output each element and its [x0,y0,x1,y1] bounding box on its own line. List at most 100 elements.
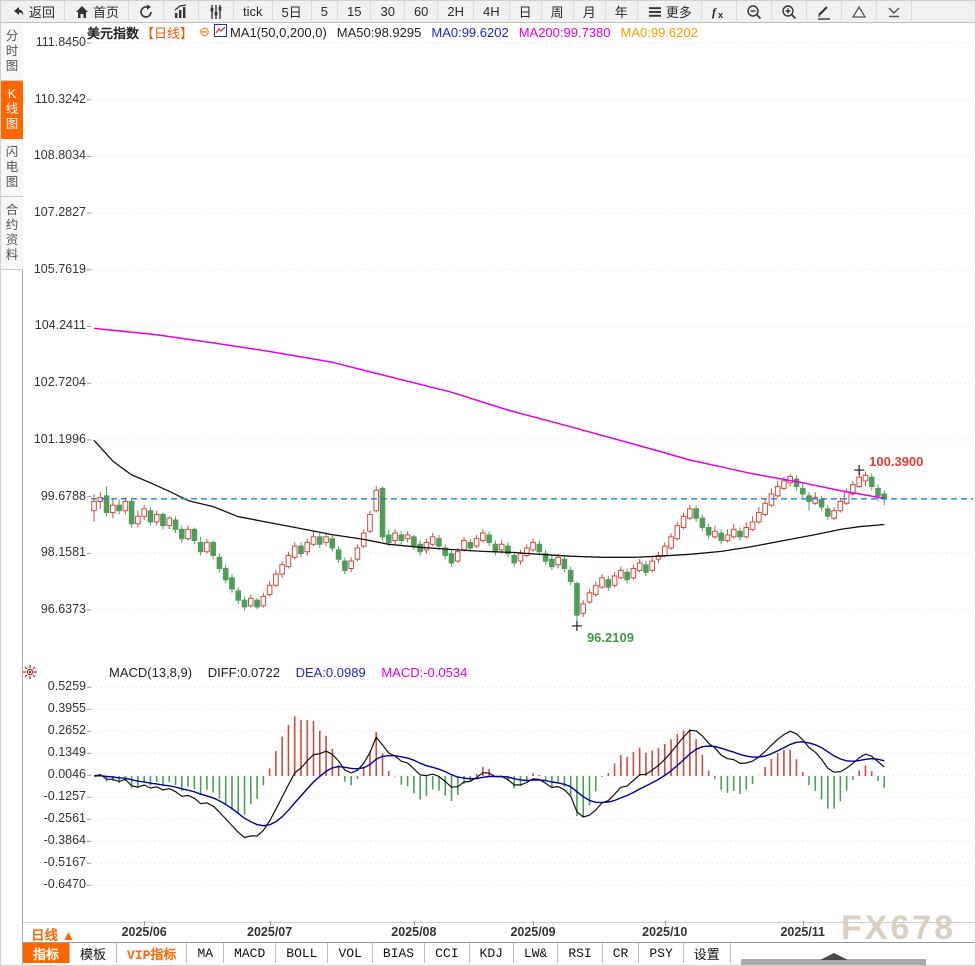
x-axis-month-label: 2025/11 [780,925,825,939]
toolbar-item-label: 30 [380,4,395,19]
zoom-in-button[interactable] [772,1,807,23]
main-candlestick-chart[interactable] [23,41,976,661]
collapse-indicator-icon[interactable]: ⊖ [199,24,210,39]
ma-settings: MA1(50,0,200,0) [229,24,327,40]
menu-icon [647,4,663,20]
indicator-tab-ma[interactable]: MA [187,943,225,963]
interval-year[interactable]: 年 [606,1,638,23]
indicator-tab-xx[interactable]: 指标 [23,943,71,963]
main-y-axis-label: 108.8034 [33,148,86,163]
horizontal-scrollbar[interactable] [741,953,926,965]
toolbar-item-label: 5 [320,4,328,19]
interval-week[interactable]: 周 [542,1,574,23]
collapse-icon [886,4,902,20]
ma0-orange-value: MA0:99.6202 [620,24,698,40]
indicator-tab-xx[interactable]: 模板 [70,943,118,963]
x-axis-tick [144,921,146,926]
indicator-tab-cci[interactable]: CCI [425,943,470,963]
interval-60[interactable]: 60 [405,1,439,23]
refresh-icon [138,4,154,20]
indicator-tab-boll[interactable]: BOLL [276,943,329,963]
indicator-tab-bias[interactable]: BIAS [373,943,426,963]
main-y-axis-label: 96.6373 [40,601,86,616]
interval-tick[interactable]: tick [234,1,273,23]
main-y-axis-label: 110.3242 [34,91,86,106]
macd-diff-value: DIFF:0.0722 [207,665,280,680]
more-button[interactable]: 更多 [638,1,702,23]
interval-2h[interactable]: 2H [438,1,475,23]
chart-legend-header: 美元指数 【日线】 ⊖ MA1(50,0,200,0) MA50:98.9295… [23,23,975,41]
indicator-tab-cr[interactable]: CR [603,943,640,963]
indicator-tab-vipxx[interactable]: VIP指标 [117,943,188,963]
triangle-up-icon [851,4,867,20]
indicator-settings-icon[interactable] [23,665,37,684]
toolbar-item-label: 5日 [281,5,302,20]
toolbar-item-label: 更多 [665,5,692,20]
draw-button[interactable] [807,1,842,23]
toolbar-item-label: 月 [582,5,596,20]
toolbar-item-label: 返回 [29,5,56,20]
interval-15[interactable]: 15 [338,1,372,23]
sidebar-tab-time-chart[interactable]: 分时图 [1,23,23,81]
macd-y-axis-label: 0.1349 [47,745,86,760]
indicator-tab-kdj[interactable]: KDJ [470,943,514,963]
symbol-name: 美元指数 [87,25,140,41]
mini-chart-icon[interactable] [213,24,227,40]
interval-month[interactable]: 月 [574,1,606,23]
svg-text:f: f [712,5,717,19]
interval-5[interactable]: 5 [312,1,338,23]
zoom-out-button[interactable] [737,1,772,23]
toolbar-item-label: 周 [550,5,564,20]
kline-style-button[interactable] [199,1,235,23]
indicator-tab-vol[interactable]: VOL [328,943,373,963]
period-toggle-button[interactable]: 日线 ▲ [31,928,76,943]
macd-y-axis-label: 0.2652 [47,723,86,738]
main-y-axis-label: 99.6788 [40,488,86,503]
macd-y-axis-label: -0.3864 [43,833,86,848]
scrollbar-grip-icon[interactable] [819,953,848,960]
macd-y-axis-label: 0.3955 [47,701,86,716]
svg-text:x: x [718,10,723,20]
macd-chart[interactable] [23,661,976,922]
top-toolbar: 返回 首页 tick 5日 5 15 30 60 2H 4H 日 周 月 年 更多 f x [1,1,975,23]
interval-day2[interactable]: 日 [510,1,542,23]
x-axis-month-label: 2025/08 [391,925,437,939]
zoom-in-icon [781,4,797,20]
triangle-up-button[interactable] [842,1,877,23]
bar-chart-button[interactable] [164,1,200,23]
macd-y-axis-label: -0.6470 [43,877,86,892]
toolbar-item-label: 年 [614,5,628,20]
x-axis-tick [802,921,804,926]
x-axis-tick [269,921,271,926]
x-axis-tick [413,921,415,926]
main-y-axis-label: 105.7619 [33,261,86,276]
indicator-tab-psy[interactable]: PSY [639,943,684,963]
back-button[interactable]: 返回 [1,1,66,23]
indicator-tab-lwx[interactable]: LW& [514,943,559,963]
interval-30[interactable]: 30 [371,1,405,23]
toolbar-item-label: 4H [483,4,500,19]
home-button[interactable]: 首页 [65,1,130,23]
sidebar-tab-flash-chart[interactable]: 闪电图 [1,139,23,197]
main-y-axis-label: 111.8450 [35,35,86,49]
macd-y-axis-label: -0.5167 [43,855,86,870]
refresh-button[interactable] [129,1,165,23]
x-axis-month-label: 2025/09 [510,925,556,939]
interval-day[interactable]: 4H [474,1,510,23]
pencil-icon [816,4,832,20]
collapse-button[interactable] [877,1,912,23]
interval-5d[interactable]: 5日 [273,1,312,23]
main-y-axis-label: 102.7204 [33,375,86,390]
sidebar-tab-contract-info[interactable]: 合约资料 [1,197,23,270]
ma0-blue-value: MA0:99.6202 [431,24,509,40]
home-icon [74,4,90,20]
indicator-tab-macd[interactable]: MACD [224,943,277,963]
high-price-label: 100.3900 [869,454,924,470]
indicator-tab-settings[interactable]: 设置 [684,943,731,963]
main-y-axis-label: 104.2411 [34,318,86,333]
indicator-tab-rsi[interactable]: RSI [558,943,603,963]
